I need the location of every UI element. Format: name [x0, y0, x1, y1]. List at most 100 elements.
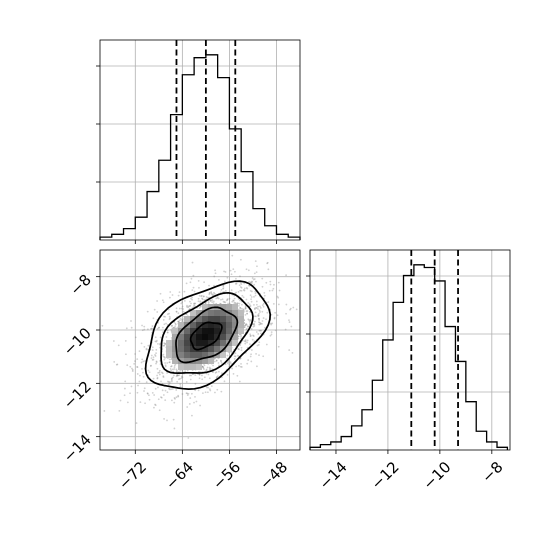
scatter-point: [218, 364, 220, 367]
scatter-point: [246, 324, 248, 326]
scatter-point: [265, 318, 267, 321]
scatter-point: [143, 325, 146, 328]
density-cell: [220, 328, 226, 334]
scatter-point: [240, 286, 243, 289]
scatter-point: [212, 364, 214, 367]
scatter-point: [255, 271, 258, 273]
scatter-point: [253, 323, 256, 326]
scatter-point: [177, 294, 180, 297]
density-cell: [184, 334, 190, 340]
scatter-point: [257, 333, 260, 335]
scatter-point: [171, 388, 174, 390]
scatter-point: [178, 320, 180, 323]
scatter-point: [198, 373, 201, 376]
scatter-point: [236, 302, 239, 305]
scatter-point: [244, 306, 247, 309]
scatter-point: [191, 414, 193, 417]
hist-y-xtick-label-1: −12: [368, 458, 403, 493]
scatter-point: [210, 291, 213, 293]
scatter-point: [187, 305, 190, 308]
scatter-point: [270, 333, 273, 336]
scatter-point: [162, 355, 165, 358]
scatter-point: [156, 377, 159, 380]
scatter-point: [166, 331, 169, 334]
scatter-point: [213, 292, 216, 295]
density-cell: [220, 310, 226, 316]
scatter-point: [187, 437, 190, 439]
scatter-point: [209, 389, 212, 392]
scatter-point: [149, 327, 152, 330]
scatter-point: [244, 324, 246, 327]
scatter-point: [176, 374, 179, 377]
scatter-point: [207, 373, 210, 376]
scatter-point: [258, 354, 260, 357]
density-cell: [238, 310, 244, 316]
scatter-point: [258, 323, 261, 326]
scatter-point: [274, 311, 277, 314]
scatter-point: [194, 382, 197, 385]
scatter-point: [142, 375, 145, 378]
density-cell: [178, 340, 184, 346]
scatter-point: [228, 297, 231, 300]
scatter-point: [181, 319, 184, 321]
density-cell: [214, 310, 220, 316]
scatter-point: [251, 280, 253, 283]
scatter-point: [147, 369, 150, 372]
density-cell: [232, 310, 238, 316]
joint-ytick-label-0: −14: [60, 431, 95, 466]
scatter-point: [156, 374, 159, 377]
scatter-point: [191, 261, 194, 264]
scatter-point: [250, 319, 252, 322]
scatter-point: [239, 357, 242, 360]
scatter-point: [226, 362, 229, 365]
scatter-point: [239, 281, 242, 284]
scatter-point: [194, 302, 197, 305]
scatter-point: [183, 290, 186, 293]
scatter-point: [265, 343, 268, 346]
scatter-point: [228, 302, 231, 305]
scatter-point: [159, 336, 162, 339]
scatter-point: [146, 328, 149, 331]
scatter-point: [245, 286, 248, 289]
scatter-point: [164, 342, 167, 345]
scatter-point: [153, 308, 156, 311]
joint-ytick-label-1: −12: [60, 377, 95, 412]
density-cell: [172, 346, 178, 352]
scatter-point: [146, 392, 149, 395]
scatter-point: [238, 284, 241, 287]
density-cell: [190, 346, 196, 352]
scatter-point: [258, 317, 260, 320]
scatter-point: [155, 361, 158, 364]
scatter-point: [210, 385, 213, 388]
scatter-point: [162, 301, 165, 304]
scatter-point: [149, 365, 152, 367]
scatter-point: [164, 389, 167, 392]
density-cell: [196, 322, 202, 328]
density-cell: [190, 364, 196, 370]
scatter-point: [226, 354, 229, 357]
scatter-point: [177, 312, 180, 315]
scatter-point: [261, 277, 264, 280]
scatter-point: [171, 324, 174, 327]
scatter-point: [225, 299, 228, 302]
scatter-point: [141, 358, 144, 361]
scatter-point: [248, 323, 251, 326]
scatter-point: [254, 294, 257, 297]
scatter-point: [133, 362, 136, 365]
density-cell: [178, 334, 184, 340]
scatter-point: [224, 271, 227, 273]
scatter-point: [155, 352, 157, 355]
scatter-point: [160, 371, 163, 374]
contour-level-1: [175, 306, 239, 364]
scatter-point: [176, 374, 178, 377]
scatter-point: [289, 308, 291, 311]
scatter-point: [141, 329, 144, 332]
scatter-point: [252, 335, 255, 337]
scatter-point: [136, 365, 139, 368]
scatter-point: [239, 365, 242, 368]
scatter-point: [103, 410, 106, 412]
scatter-point: [156, 300, 159, 302]
density-cell: [184, 352, 190, 358]
scatter-point: [202, 295, 205, 298]
scatter-point: [177, 320, 180, 323]
